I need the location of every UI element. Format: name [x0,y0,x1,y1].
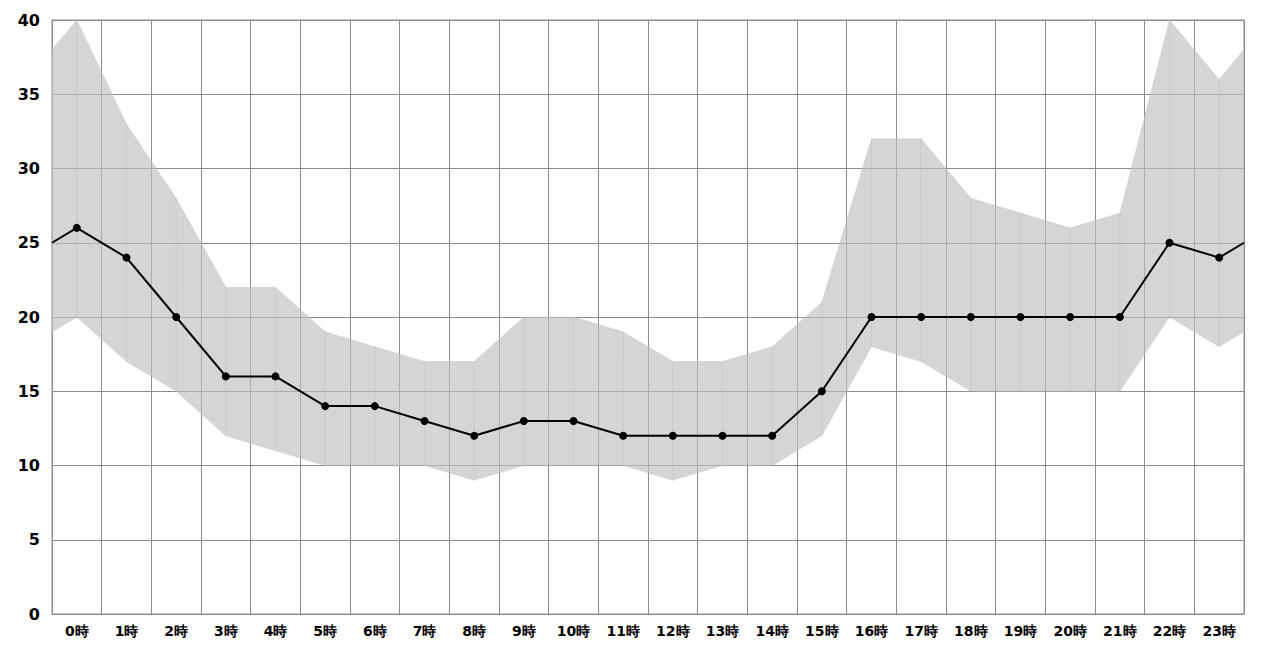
svg-text:23時: 23時 [1202,623,1235,639]
svg-text:7時: 7時 [413,623,437,639]
svg-text:12時: 12時 [656,623,689,639]
svg-text:0: 0 [29,605,40,624]
svg-text:20時: 20時 [1053,623,1086,639]
svg-text:6時: 6時 [363,623,387,639]
svg-text:10: 10 [18,456,40,475]
svg-text:35: 35 [18,85,40,104]
svg-text:21時: 21時 [1103,623,1136,639]
svg-text:5時: 5時 [313,623,337,639]
svg-text:22時: 22時 [1153,623,1186,639]
svg-text:1時: 1時 [115,623,139,639]
svg-text:16時: 16時 [855,623,888,639]
svg-text:3時: 3時 [214,623,238,639]
svg-text:20: 20 [18,308,40,327]
svg-text:18時: 18時 [954,623,987,639]
svg-text:15: 15 [18,382,40,401]
svg-text:25: 25 [18,233,40,252]
svg-text:30: 30 [18,159,40,178]
svg-text:2時: 2時 [164,623,188,639]
svg-text:14時: 14時 [755,623,788,639]
svg-text:5: 5 [29,530,40,549]
svg-text:8時: 8時 [462,623,486,639]
svg-text:19時: 19時 [1004,623,1037,639]
svg-text:0時: 0時 [65,623,89,639]
svg-text:13時: 13時 [706,623,739,639]
svg-text:15時: 15時 [805,623,838,639]
svg-text:17時: 17時 [904,623,937,639]
svg-text:11時: 11時 [606,623,639,639]
svg-text:10時: 10時 [557,623,590,639]
svg-text:40: 40 [18,11,40,30]
svg-text:4時: 4時 [264,623,288,639]
svg-text:9時: 9時 [512,623,536,639]
